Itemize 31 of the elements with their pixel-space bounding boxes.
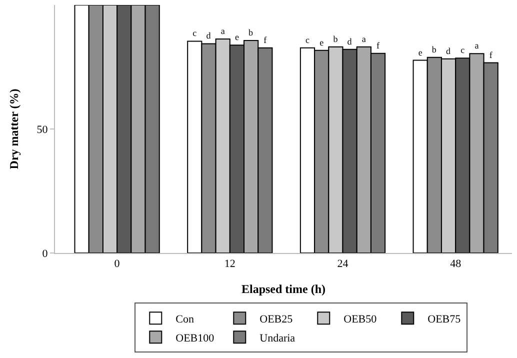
data-label: b (248, 27, 254, 38)
data-label: a (474, 40, 479, 51)
data-label: e (320, 37, 324, 48)
data-label: c (192, 28, 197, 38)
data-label: e (418, 47, 422, 58)
legend-label: OEB75 (428, 313, 462, 326)
data-label: f (489, 50, 492, 60)
x-tick-label: 0 (114, 258, 120, 270)
legend-label: OEB50 (344, 313, 378, 326)
legend-label: OEB100 (176, 332, 215, 344)
legend-label: Con (176, 313, 194, 326)
data-label: a (220, 26, 225, 36)
legend-label: OEB25 (260, 313, 294, 326)
y-tick-label: 50 (36, 124, 48, 136)
x-tick-label: 12 (224, 258, 236, 270)
data-label: f (264, 34, 267, 45)
data-label: a (362, 34, 366, 44)
data-label: f (376, 40, 380, 50)
data-label: b (432, 44, 437, 54)
x-tick-label: 48 (450, 258, 462, 270)
data-label: b (333, 34, 338, 44)
legend-label: Undaria (260, 332, 296, 344)
x-axis-title: Elapsed time (h) (242, 282, 326, 296)
data-label: d (446, 46, 452, 56)
data-label: d (347, 36, 352, 46)
data-label: e (234, 32, 239, 42)
y-axis-title: Dry matter (%) (7, 88, 22, 170)
data-label: c (305, 34, 310, 45)
data-label: c (460, 45, 465, 56)
data-label: d (206, 30, 212, 41)
x-tick-label: 24 (337, 258, 349, 270)
